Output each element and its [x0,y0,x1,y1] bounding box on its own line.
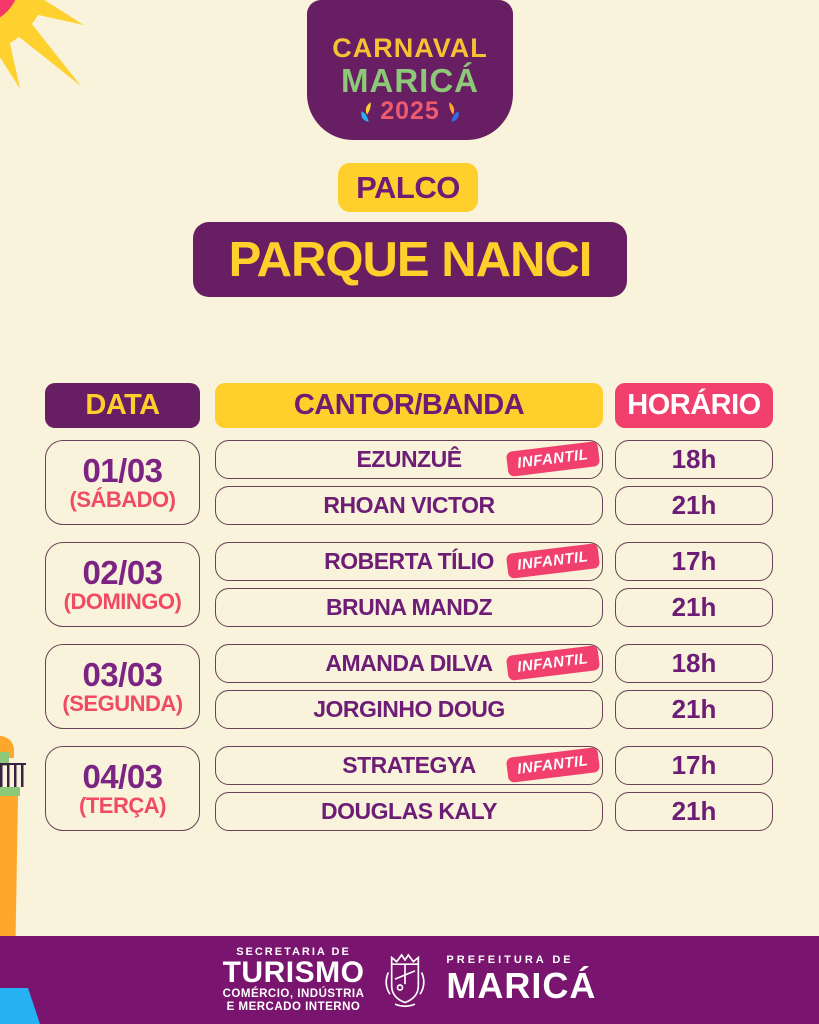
date-value: 01/03 [82,451,163,489]
logo-carnaval-text: CARNAVAL [332,32,488,63]
infantil-badge: INFANTIL [505,746,600,783]
date-cell: 01/03 (SÁBADO) [45,440,200,525]
schedule-table: DATA CANTOR/BANDA HORÁRIO 01/03 (SÁBADO)… [45,383,773,848]
coat-of-arms-icon [385,953,426,1008]
time-cell: 17h [615,746,773,785]
lighthouse-railing [0,763,26,787]
city-line1: PREFEITURA DE [446,954,574,967]
dept-line4: E MERCADO INTERNO [226,1001,361,1014]
dept-line1: SECRETARIA DE [236,945,351,958]
column-header-date: DATA [45,383,200,428]
column-header-time: HORÁRIO [615,383,773,428]
logo-year-text: 2025 [380,97,440,125]
performer-cell: STRATEGYA INFANTIL [215,746,603,785]
performers-column: EZUNZUÊ INFANTIL RHOAN VICTOR [215,440,603,525]
time-cell: 21h [615,690,773,729]
tourism-department-block: SECRETARIA DE TURISMO COMÉRCIO, INDÚSTRI… [223,946,365,1014]
performer-name: BRUNA MANDZ [325,594,493,620]
lighthouse-lantern [0,752,9,766]
performer-name: RHOAN VICTOR [323,492,495,518]
stage-label-badge: PALCO [338,163,478,212]
weekday-value: (SÁBADO) [69,487,177,513]
confetti-petals-icon [449,101,459,122]
schedule-group: 03/03 (SEGUNDA) AMANDA DILVA INFANTIL JO… [45,644,773,729]
infantil-badge: INFANTIL [505,644,600,681]
performers-column: STRATEGYA INFANTIL DOUGLAS KALY [215,746,603,831]
performer-cell: ROBERTA TÍLIO INFANTIL [215,542,603,581]
footer-bar: SECRETARIA DE TURISMO COMÉRCIO, INDÚSTRI… [0,936,819,1024]
times-column: 17h 21h [615,542,773,627]
times-column: 18h 21h [615,440,773,525]
times-column: 17h 21h [615,746,773,831]
times-column: 18h 21h [615,644,773,729]
weekday-value: (TERÇA) [79,793,166,819]
logo-year-row: 2025 [358,97,462,126]
weekday-value: (SEGUNDA) [62,691,183,717]
sun-icon [0,0,85,90]
date-cell: 03/03 (SEGUNDA) [45,644,200,729]
column-header-artist: CANTOR/BANDA [215,383,603,428]
time-cell: 21h [615,486,773,525]
logo-marica-text: MARICÁ [341,61,479,99]
performer-cell: BRUNA MANDZ [215,588,603,627]
dept-line3: COMÉRCIO, INDÚSTRIA [222,988,365,1001]
infantil-badge: INFANTIL [505,542,600,579]
date-cell: 02/03 (DOMINGO) [45,542,200,627]
dept-line2: TURISMO [222,956,365,990]
schedule-group: 01/03 (SÁBADO) EZUNZUÊ INFANTIL RHOAN VI… [45,440,773,525]
city-line2: MARICÁ [446,965,597,1007]
table-header-row: DATA CANTOR/BANDA HORÁRIO [45,383,773,428]
date-value: 02/03 [82,553,163,591]
stage-name-text: PARQUE NANCI [228,232,593,287]
time-cell: 21h [615,588,773,627]
date-cell: 04/03 (TERÇA) [45,746,200,831]
schedule-group: 04/03 (TERÇA) STRATEGYA INFANTIL DOUGLAS… [45,746,773,831]
performer-name: DOUGLAS KALY [321,798,497,824]
performer-cell: EZUNZUÊ INFANTIL [215,440,603,479]
performers-column: AMANDA DILVA INFANTIL JORGINHO DOUG [215,644,603,729]
infantil-badge: INFANTIL [505,440,600,477]
carnaval-marica-logo: CARNAVAL MARICÁ 2025 [307,0,513,140]
stage-name-badge: PARQUE NANCI [193,222,627,297]
performer-cell: RHOAN VICTOR [215,486,603,525]
time-cell: 21h [615,792,773,831]
city-hall-block: PREFEITURA DE MARICÁ [446,954,596,1006]
date-value: 03/03 [82,655,163,693]
time-cell: 18h [615,644,773,683]
performer-cell: JORGINHO DOUG [215,690,603,729]
performer-cell: DOUGLAS KALY [215,792,603,831]
performer-name: JORGINHO DOUG [313,696,505,722]
performer-name: STRATEGYA [342,752,476,778]
stage-label-text: PALCO [356,169,460,205]
date-value: 04/03 [82,757,163,795]
performers-column: ROBERTA TÍLIO INFANTIL BRUNA MANDZ [215,542,603,627]
weekday-value: (DOMINGO) [63,589,182,615]
performer-name: ROBERTA TÍLIO [324,548,494,574]
performer-name: EZUNZUÊ [356,446,462,472]
time-cell: 18h [615,440,773,479]
time-cell: 17h [615,542,773,581]
performer-name: AMANDA DILVA [325,650,493,676]
performer-cell: AMANDA DILVA INFANTIL [215,644,603,683]
confetti-petals-icon [361,101,371,122]
schedule-group: 02/03 (DOMINGO) ROBERTA TÍLIO INFANTIL B… [45,542,773,627]
lighthouse-band [0,787,20,796]
